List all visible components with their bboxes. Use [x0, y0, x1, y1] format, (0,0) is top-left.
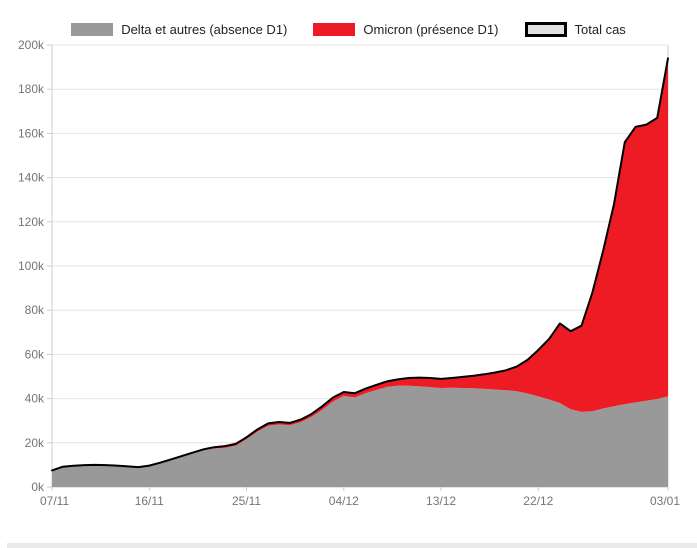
x-axis-tick-label: 04/12	[329, 494, 359, 508]
x-axis-tick-label: 03/01	[650, 494, 680, 508]
legend-label-total: Total cas	[574, 22, 626, 37]
y-axis-tick-label: 180k	[18, 82, 45, 96]
y-axis-tick-label: 120k	[18, 215, 45, 229]
legend-label-omicron: Omicron (présence D1)	[363, 22, 499, 37]
x-axis-tick-label: 16/11	[135, 494, 164, 508]
legend-item-total[interactable]: Total cas	[524, 22, 626, 37]
y-axis-tick-label: 0k	[31, 480, 45, 494]
total-line	[51, 57, 669, 472]
x-axis-tick-label: 07/11	[40, 494, 69, 508]
delta-area	[52, 385, 668, 487]
bottom-bar	[7, 543, 697, 548]
y-axis-tick-label: 200k	[18, 38, 45, 52]
total-swatch	[524, 22, 567, 37]
legend-item-omicron[interactable]: Omicron (présence D1)	[313, 22, 499, 37]
y-axis-tick-label: 100k	[18, 259, 45, 273]
x-axis-tick-label: 25/11	[232, 494, 261, 508]
y-axis-tick-label: 80k	[25, 303, 45, 317]
legend-label-delta: Delta et autres (absence D1)	[121, 22, 288, 37]
y-axis-tick-label: 160k	[18, 126, 45, 140]
y-axis-tick-label: 20k	[25, 436, 45, 450]
omicron-swatch	[313, 23, 356, 36]
x-axis-tick-label: 13/12	[426, 494, 456, 508]
y-axis-tick-label: 140k	[18, 171, 45, 185]
y-axis-tick-label: 60k	[25, 347, 45, 361]
chart-legend: Delta et autres (absence D1) Omicron (pr…	[0, 22, 697, 37]
legend-item-delta[interactable]: Delta et autres (absence D1)	[71, 22, 287, 37]
delta-swatch	[71, 23, 114, 36]
x-axis-tick-label: 22/12	[523, 494, 553, 508]
y-axis-tick-label: 40k	[25, 392, 45, 406]
